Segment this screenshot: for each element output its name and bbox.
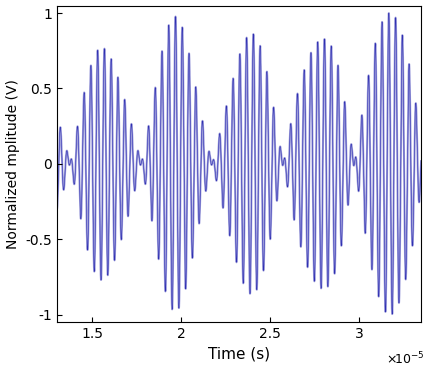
Y-axis label: Normalized mplitude (V): Normalized mplitude (V) (6, 79, 19, 249)
Text: $\times\!10^{-5}$: $\times\!10^{-5}$ (386, 351, 425, 367)
X-axis label: Time (s): Time (s) (208, 347, 270, 361)
